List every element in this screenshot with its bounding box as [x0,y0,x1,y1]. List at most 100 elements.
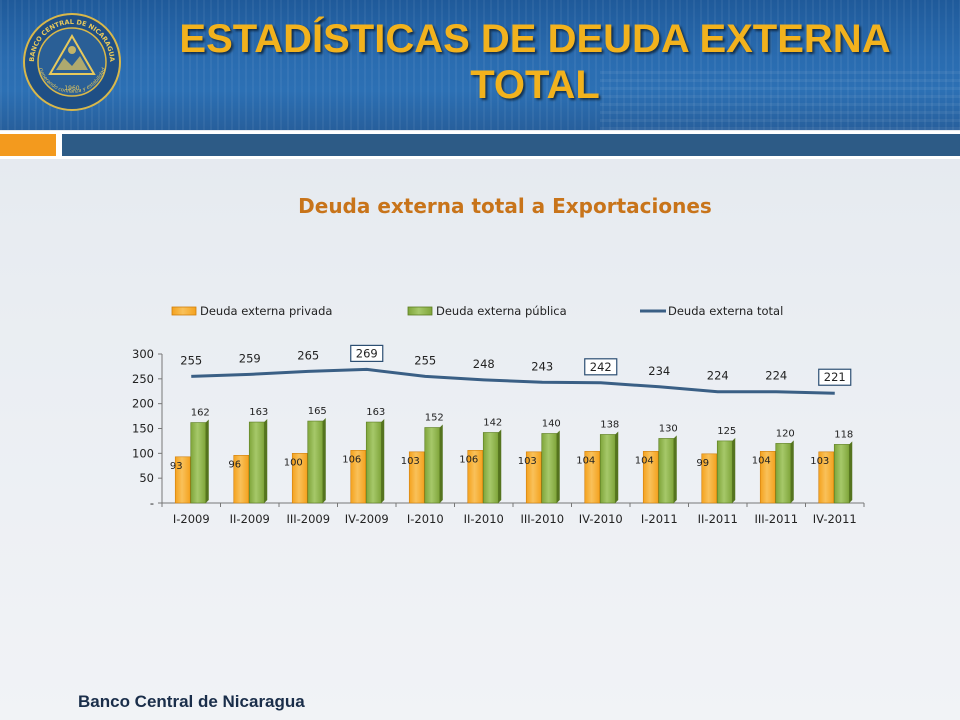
bar-privada [701,453,718,504]
data-label-total: 248 [473,357,495,371]
data-label-publica: 140 [542,418,561,429]
y-tick-label: 50 [139,471,154,485]
banknote-background [600,70,960,130]
bar-privada [642,451,659,504]
legend-label: Deuda externa privada [200,304,332,318]
x-tick-label: I-2011 [641,512,678,526]
bar-publica [658,438,675,504]
blue-accent-block [62,134,960,156]
data-label-publica: 163 [366,407,385,418]
data-label-publica: 125 [717,426,736,437]
x-tick-label: IV-2010 [579,512,623,526]
data-label-total: 224 [765,369,787,383]
page-title: ESTADÍSTICAS DE DEUDA EXTERNA TOTAL [179,17,891,107]
central-bank-seal-icon: BANCO CENTRAL DE NICARAGUA Generando con… [23,13,121,111]
data-label-publica: 162 [191,408,210,419]
data-label-total: 221 [824,370,846,384]
orange-accent-block [0,134,56,156]
data-label-publica: 163 [249,407,268,418]
data-label-privada: 106 [342,454,361,465]
data-label-privada: 96 [228,459,241,470]
legend-swatch-publica [407,306,433,316]
data-label-privada: 100 [284,457,303,468]
bar-publica [833,444,850,504]
data-label-publica: 120 [776,428,795,439]
bar-privada [525,451,542,504]
data-label-privada: 103 [401,456,420,467]
data-label-total-box [350,344,384,362]
bar-publica-side [439,424,443,503]
bar-privada [759,451,776,504]
bar-privada [233,455,250,504]
data-label-privada: 104 [576,455,595,466]
bar-publica [482,432,499,504]
bar-publica-side [615,431,619,503]
line-total [191,367,835,395]
data-label-publica: 118 [834,429,853,440]
bar-privada [584,451,601,504]
data-label-total: 265 [297,348,319,362]
x-tick-label: I-2010 [407,512,444,526]
bar-publica-side [322,418,326,503]
bar-publica [365,421,382,504]
data-label-total: 243 [531,359,553,373]
data-label-privada: 99 [696,458,709,469]
bar-privada [818,451,835,504]
data-label-total: 259 [239,351,261,365]
bar-publica-side [205,419,209,503]
x-tick-label: IV-2011 [813,512,857,526]
data-label-privada: 104 [635,455,654,466]
legend-label: Deuda externa pública [436,304,567,318]
bar-publica [716,440,733,504]
data-label-total: 269 [356,346,378,360]
data-label-total: 242 [590,360,612,374]
bar-privada [291,453,308,504]
data-label-total-box [818,368,852,386]
y-tick-label: 300 [132,347,154,361]
bar-publica [248,421,265,504]
bar-publica-side [849,441,853,503]
x-tick-label: II-2010 [464,512,504,526]
x-tick-label: II-2011 [698,512,738,526]
bar-publica-side [498,429,502,503]
data-label-privada: 104 [752,455,771,466]
data-label-total: 255 [180,353,202,367]
x-tick-label: I-2009 [173,512,210,526]
chart-title: Deuda externa total a Exportaciones [298,194,712,218]
bar-privada [350,450,367,504]
seal-year: 1960 [64,85,79,92]
x-tick-label: III-2009 [286,512,330,526]
bar-publica [541,433,558,504]
bar-publica [599,434,616,504]
data-label-total: 224 [707,369,729,383]
footer-text: Banco Central de Nicaragua [78,692,305,711]
bar-publica-side [673,435,677,503]
data-label-total: 234 [648,364,670,378]
header-banner: BANCO CENTRAL DE NICARAGUA Generando con… [0,0,960,130]
bar-publica-side [732,437,736,503]
data-label-privada: 103 [518,456,537,467]
bar-publica [424,427,441,504]
y-tick-label: 250 [132,372,154,386]
data-label-total-box [584,358,618,376]
y-tick-label: 200 [132,397,154,411]
bar-publica [775,443,792,504]
bar-publica [307,420,324,504]
data-label-publica: 130 [659,423,678,434]
data-label-total: 255 [414,353,436,367]
legend-swatch-privada [171,306,197,316]
data-label-publica: 152 [425,413,444,424]
bar-privada [174,456,191,504]
data-label-privada: 106 [459,454,478,465]
bar-privada [408,451,425,504]
data-label-publica: 165 [308,406,327,417]
data-label-privada: 93 [170,461,183,472]
bar-publica-side [264,419,268,503]
y-tick-label: 150 [132,422,154,436]
bar-publica-side [790,440,794,503]
bar-publica-side [381,419,385,503]
bar-publica [190,422,207,504]
data-label-publica: 138 [600,419,619,430]
data-label-publica: 142 [483,417,502,428]
